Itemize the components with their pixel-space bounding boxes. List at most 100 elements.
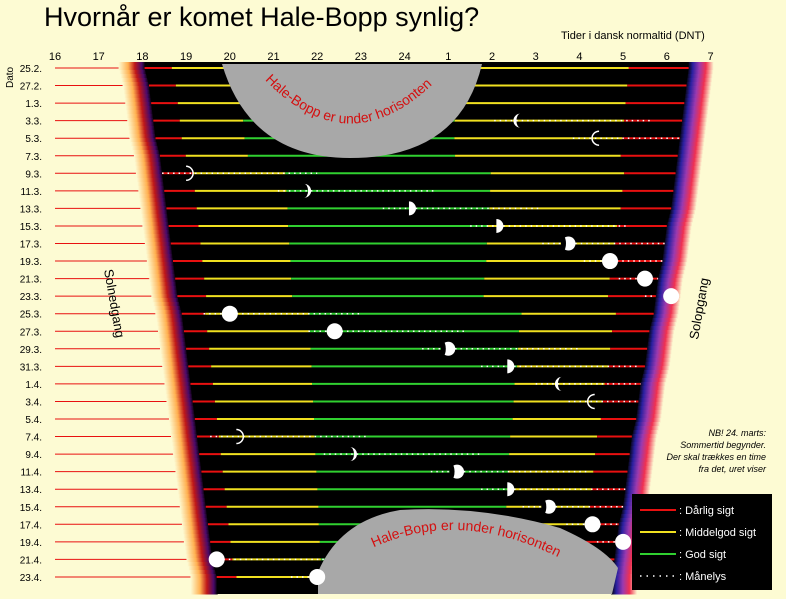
- dusk-strip: [188, 566, 216, 571]
- hour-tick-label: 24: [398, 51, 410, 63]
- dusk-strip: [171, 442, 199, 447]
- dawn-strip: [668, 214, 695, 219]
- dusk-strip: [128, 130, 156, 135]
- moon-icon: [586, 393, 595, 410]
- dawn-strip: [645, 350, 672, 355]
- moon-icon: [560, 236, 576, 251]
- moon-icon: [349, 447, 357, 462]
- date-label: 13.3.: [20, 204, 42, 215]
- dawn-strip: [687, 62, 714, 67]
- hour-tick-label: 3: [533, 51, 539, 63]
- dusk-strip: [142, 222, 170, 227]
- date-label: 23.3.: [20, 292, 42, 303]
- dawn-strip: [611, 570, 638, 575]
- hour-tick-label: 23: [355, 51, 367, 63]
- dusk-strip: [151, 294, 179, 299]
- dusk-strip: [134, 162, 162, 167]
- dawn-strip: [646, 342, 673, 347]
- dawn-strip: [687, 70, 714, 75]
- dusk-strip: [124, 94, 152, 99]
- dusk-strip: [157, 322, 185, 327]
- dusk-strip: [122, 82, 150, 87]
- moon-icon: [541, 499, 556, 514]
- dawn-strip: [656, 282, 683, 287]
- dusk-strip: [177, 486, 205, 491]
- moon-icon: [440, 341, 456, 356]
- y-axis-title: Dato: [5, 66, 16, 88]
- dusk-strip: [187, 562, 215, 567]
- dusk-strip: [120, 74, 148, 79]
- dusk-strip: [170, 434, 198, 439]
- dusk-strip: [138, 190, 166, 195]
- dusk-strip: [174, 466, 202, 471]
- dawn-strip: [658, 270, 685, 275]
- dusk-strip: [146, 258, 174, 263]
- dawn-strip: [667, 218, 694, 223]
- dawn-strip: [647, 334, 674, 339]
- dusk-strip: [183, 538, 211, 543]
- dawn-strip: [630, 434, 657, 439]
- dusk-strip: [160, 346, 188, 351]
- dusk-strip: [140, 210, 168, 215]
- dawn-strip: [670, 206, 697, 211]
- dusk-strip: [129, 138, 157, 143]
- dusk-strip: [142, 226, 170, 231]
- moon-icon: [591, 130, 600, 146]
- dawn-strip: [611, 586, 638, 591]
- dawn-strip: [682, 106, 709, 111]
- dawn-strip: [624, 482, 651, 487]
- dusk-strip: [178, 494, 206, 499]
- dawn-strip: [651, 318, 678, 323]
- dawn-strip: [644, 362, 671, 367]
- moon-icon: [496, 218, 504, 233]
- horizon-region-top: [222, 64, 482, 158]
- dusk-strip: [150, 286, 178, 291]
- dawn-strip: [637, 402, 664, 407]
- dusk-strip: [163, 374, 191, 379]
- dawn-strip: [680, 122, 707, 127]
- dawn-strip: [633, 422, 660, 427]
- dawn-strip: [679, 134, 706, 139]
- dawn-strip: [687, 66, 714, 71]
- time-axis-caption: Tider i dansk normaltid (DNT): [561, 30, 705, 42]
- dawn-strip: [635, 414, 662, 419]
- dusk-strip: [172, 450, 200, 455]
- dusk-strip: [172, 446, 200, 451]
- dawn-strip: [659, 266, 686, 271]
- dawn-strip: [613, 554, 640, 559]
- dusk-strip: [147, 262, 175, 267]
- date-label: 7.4.: [25, 433, 42, 444]
- dawn-strip: [686, 74, 713, 79]
- dusk-strip: [127, 118, 155, 123]
- date-label: 15.3.: [20, 222, 42, 233]
- hour-tick-label: 22: [311, 51, 323, 63]
- dawn-strip: [617, 522, 644, 527]
- dawn-strip: [613, 558, 640, 563]
- moon-icon: [636, 270, 653, 287]
- dusk-strip: [144, 238, 172, 243]
- dusk-strip: [159, 338, 187, 343]
- dusk-strip: [184, 546, 212, 551]
- dawn-strip: [686, 78, 713, 83]
- dusk-strip: [152, 298, 180, 303]
- legend-label: : Dårlig sigt: [679, 505, 734, 517]
- dawn-strip: [653, 302, 680, 307]
- dawn-strip: [636, 406, 663, 411]
- dusk-strip: [185, 550, 213, 555]
- dusk-strip: [176, 482, 204, 487]
- dusk-strip: [118, 66, 146, 71]
- dawn-strip: [639, 382, 666, 387]
- dusk-strip: [135, 166, 163, 171]
- dusk-strip: [174, 462, 202, 467]
- dusk-strip: [169, 422, 197, 427]
- dusk-strip: [190, 574, 218, 579]
- dusk-strip: [121, 78, 149, 83]
- moon-icon: [221, 305, 238, 322]
- dusk-strip: [170, 430, 198, 435]
- dusk-strip: [133, 154, 161, 159]
- dusk-strip: [118, 62, 146, 67]
- dusk-band: [118, 62, 218, 595]
- hour-tick-label: 1: [445, 51, 451, 63]
- dusk-strip: [126, 114, 154, 119]
- dawn-strip: [637, 398, 664, 403]
